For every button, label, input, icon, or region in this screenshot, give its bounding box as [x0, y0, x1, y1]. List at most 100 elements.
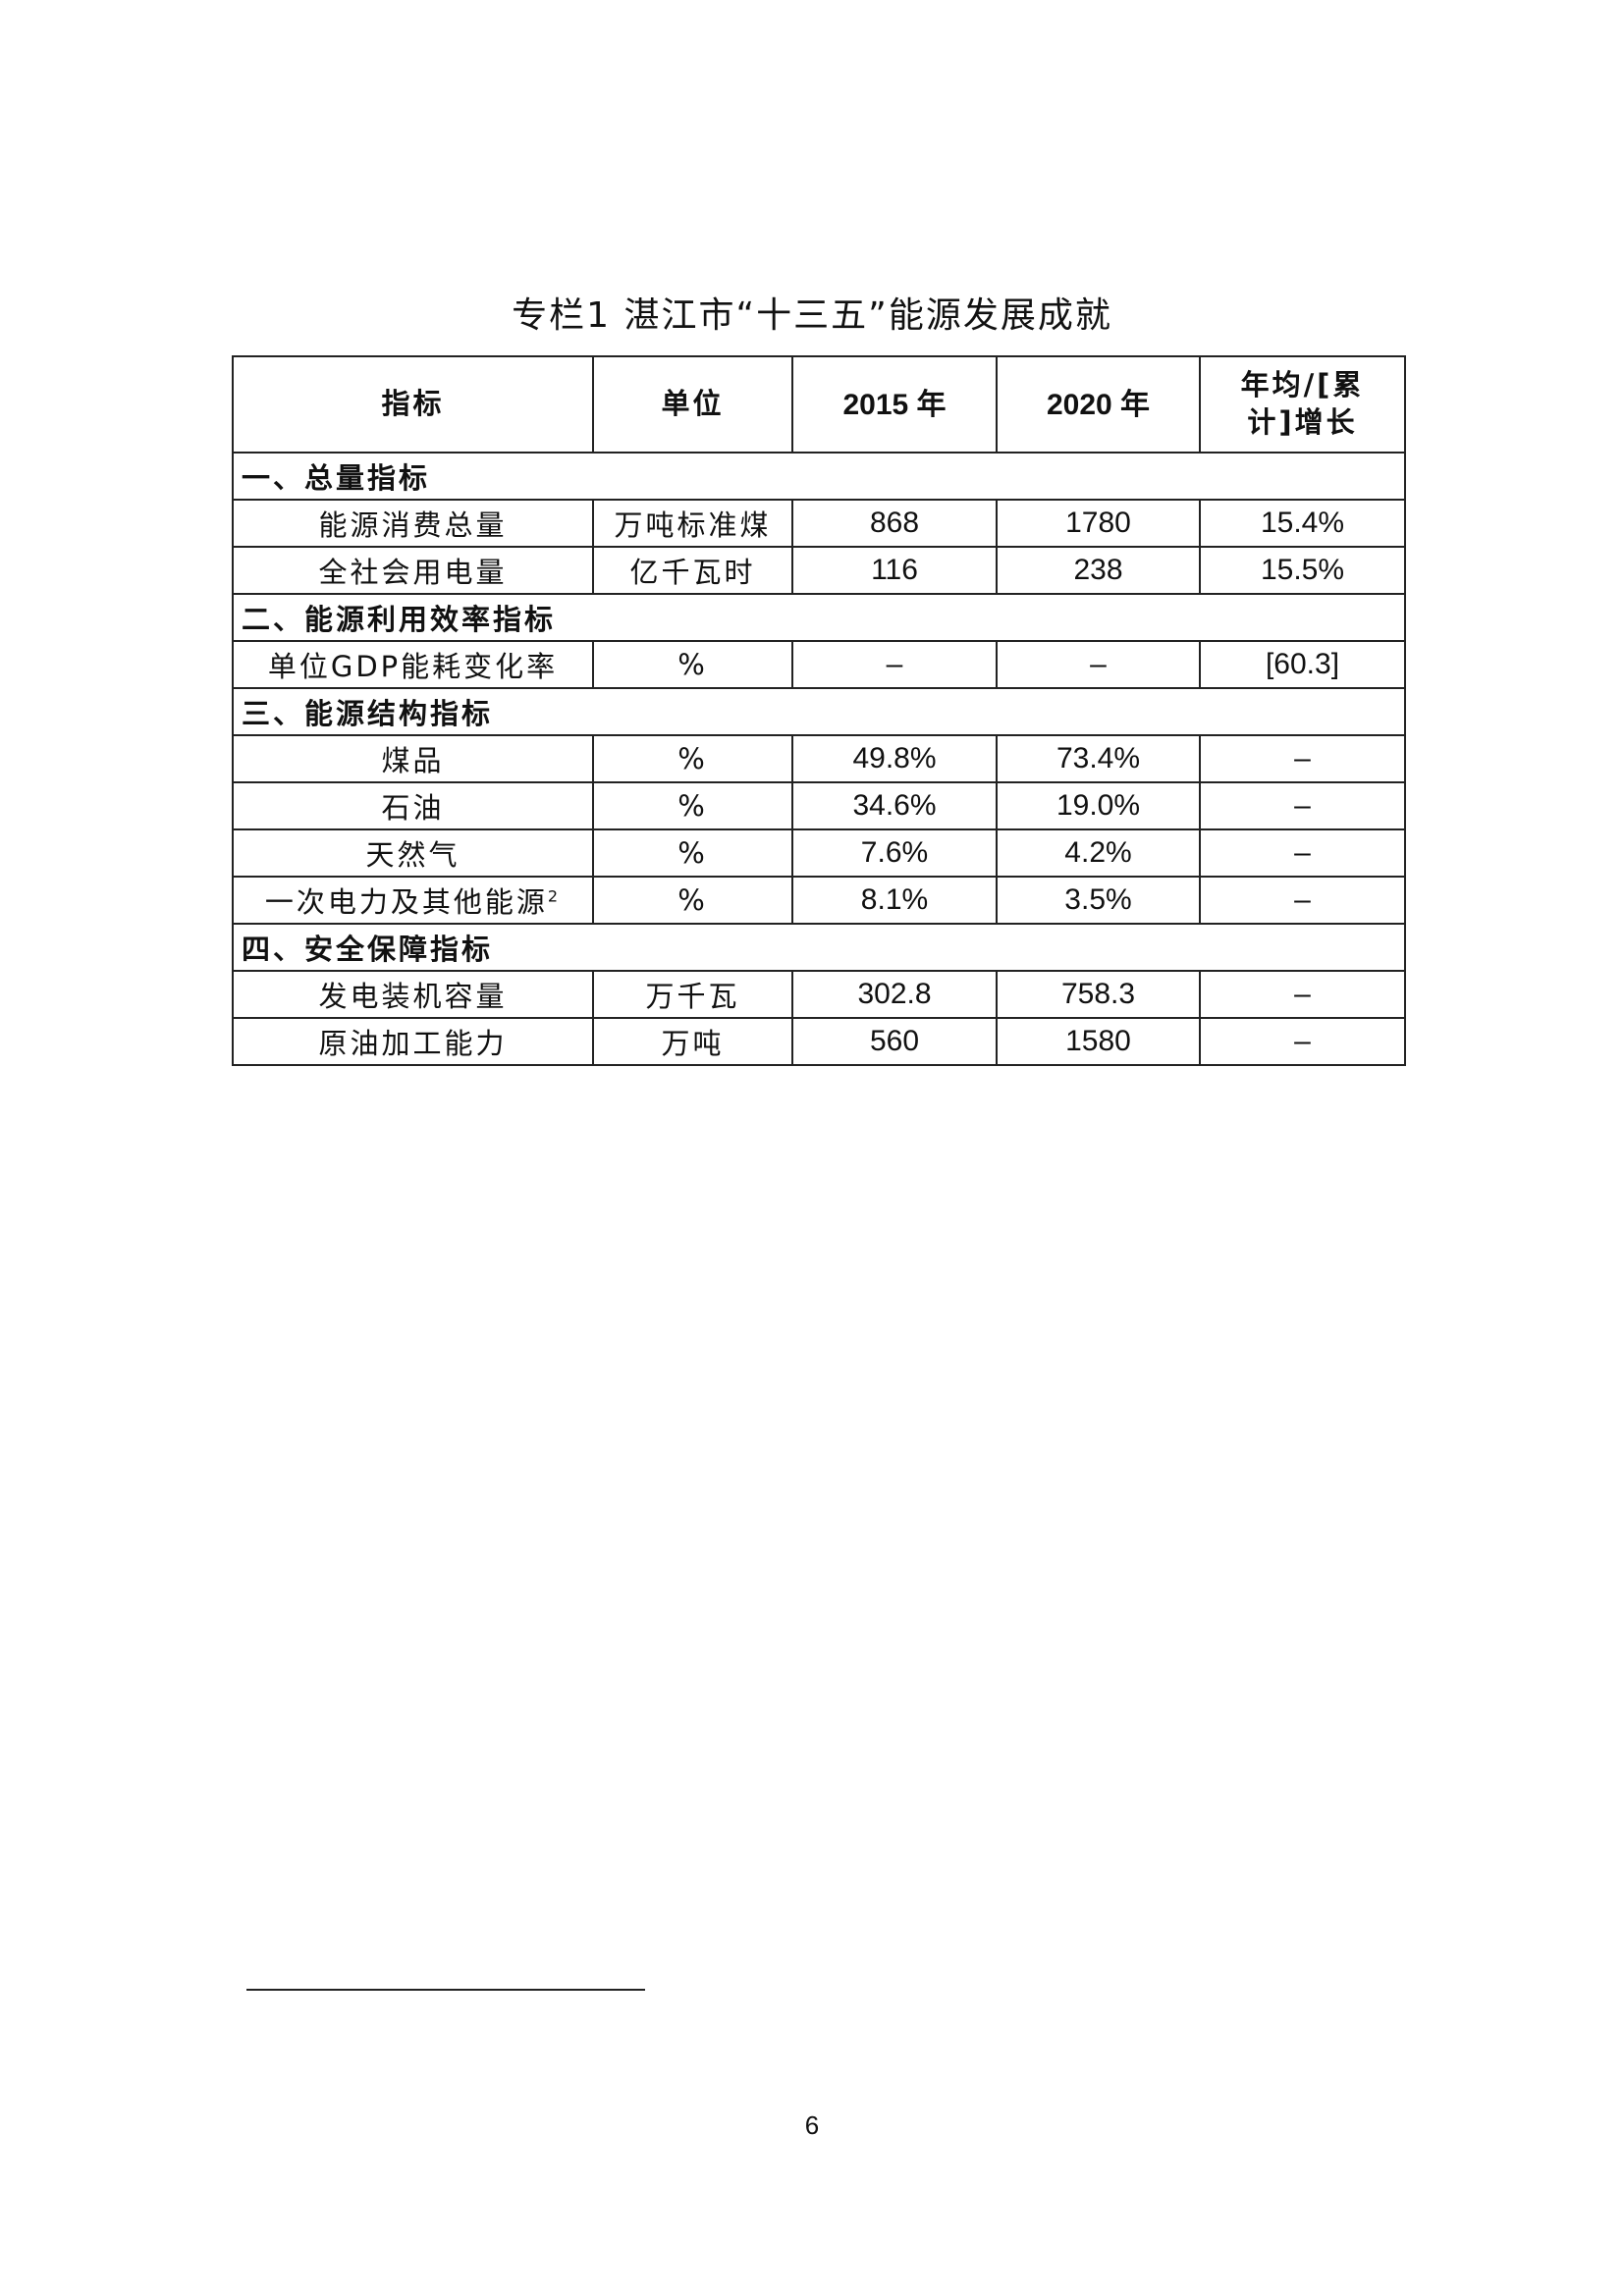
growth-cell: –: [1199, 781, 1406, 830]
value-2020-cell: 73.4%: [996, 734, 1201, 783]
growth-cell-text: 15.4%: [1260, 507, 1345, 539]
indicator-cell: 石油: [232, 781, 594, 830]
value-2015-cell: 116: [791, 546, 998, 595]
indicator-cell-text: 单位GDP能耗变化率: [267, 650, 559, 683]
section-label: 二、能源利用效率指标: [232, 593, 1406, 642]
value-2015-cell-text: 34.6%: [852, 789, 937, 822]
value-2020-cell: 758.3: [996, 970, 1201, 1019]
unit-cell-text: 万千瓦: [645, 980, 740, 1013]
section-row: 四、安全保障指标: [232, 923, 1406, 972]
header-2015: 2015 年: [791, 355, 998, 454]
growth-cell: –: [1199, 734, 1406, 783]
value-2020-cell: –: [996, 640, 1201, 689]
unit-cell: %: [592, 876, 793, 925]
unit-cell-text: %: [677, 789, 708, 823]
value-2020-cell-text: 3.5%: [1064, 883, 1132, 916]
value-2020-cell: 1580: [996, 1017, 1201, 1066]
indicator-cell: 原油加工能力: [232, 1017, 594, 1066]
section-label: 四、安全保障指标: [232, 923, 1406, 972]
section-label: 一、总量指标: [232, 452, 1406, 501]
value-2020-cell: 4.2%: [996, 828, 1201, 878]
unit-cell-text: %: [677, 742, 708, 775]
section-row: 二、能源利用效率指标: [232, 593, 1406, 642]
unit-cell-text: 亿千瓦时: [629, 556, 756, 589]
indicator-cell: 天然气: [232, 828, 594, 878]
growth-cell-text: [60.3]: [1265, 648, 1340, 680]
value-2015-cell-text: 560: [869, 1025, 920, 1057]
header-unit: 单位: [592, 355, 793, 454]
value-2015-cell: 49.8%: [791, 734, 998, 783]
table-row: 天然气% 7.6% 4.2% –: [232, 828, 1406, 878]
indicator-cell: 发电装机容量: [232, 970, 594, 1019]
indicator-cell-text: 石油: [381, 791, 445, 825]
value-2015-cell: 8.1%: [791, 876, 998, 925]
value-2015-cell: 7.6%: [791, 828, 998, 878]
growth-cell-text: –: [1294, 1025, 1311, 1057]
indicator-cell-text: 原油加工能力: [318, 1027, 508, 1060]
unit-cell: 亿千瓦时: [592, 546, 793, 595]
indicator-cell-text: 煤品: [381, 744, 445, 777]
value-2020-cell: 19.0%: [996, 781, 1201, 830]
indicator-cell: 全社会用电量: [232, 546, 594, 595]
value-2015-cell: 302.8: [791, 970, 998, 1019]
unit-cell: %: [592, 828, 793, 878]
unit-cell: 万吨标准煤: [592, 499, 793, 548]
indicator-cell-text: 发电装机容量: [318, 980, 508, 1013]
unit-cell-text: %: [677, 648, 708, 681]
value-2015-cell-text: –: [886, 648, 903, 680]
value-2020-cell-text: 19.0%: [1056, 789, 1141, 822]
unit-cell-text: %: [677, 883, 708, 917]
energy-achievements-table: 指标 单位 2015 年 2020 年 年均/[累计]增长 一、总量指标 能源消费…: [232, 355, 1406, 1066]
growth-cell: [60.3]: [1199, 640, 1406, 689]
table-row: 发电装机容量 万千瓦 302.8 758.3 –: [232, 970, 1406, 1019]
indicator-cell: 能源消费总量: [232, 499, 594, 548]
section-row: 一、总量指标: [232, 452, 1406, 501]
indicator-cell-text: 一次电力及其他能源: [264, 885, 548, 919]
growth-cell-text: –: [1294, 836, 1311, 869]
section-label: 三、能源结构指标: [232, 687, 1406, 736]
footnote-marker: 2: [547, 886, 562, 906]
indicator-cell: 一次电力及其他能源2: [232, 876, 594, 925]
value-2020-cell: 238: [996, 546, 1201, 595]
value-2020-cell-text: –: [1090, 648, 1107, 680]
growth-cell: –: [1199, 876, 1406, 925]
unit-cell: %: [592, 734, 793, 783]
header-indicator: 指标: [232, 355, 594, 454]
indicator-cell-text: 能源消费总量: [318, 508, 508, 542]
indicator-cell-text: 天然气: [365, 838, 460, 872]
value-2015-cell-text: 7.6%: [860, 836, 929, 869]
table-row: 原油加工能力 万吨 560 1580 –: [232, 1017, 1406, 1066]
value-2020-cell-text: 1580: [1065, 1025, 1131, 1057]
value-2015-cell: 560: [791, 1017, 998, 1066]
value-2015-cell-text: 49.8%: [852, 742, 937, 774]
unit-cell-text: %: [677, 836, 708, 870]
value-2015-cell: –: [791, 640, 998, 689]
table-row: 煤品% 49.8% 73.4% –: [232, 734, 1406, 783]
growth-cell: –: [1199, 970, 1406, 1019]
value-2020-cell-text: 1780: [1065, 507, 1131, 539]
value-2015-cell: 868: [791, 499, 998, 548]
growth-cell: 15.5%: [1199, 546, 1406, 595]
indicator-cell: 煤品: [232, 734, 594, 783]
growth-cell: 15.4%: [1199, 499, 1406, 548]
value-2020-cell-text: 4.2%: [1064, 836, 1132, 869]
page-number: 6: [804, 2110, 820, 2140]
table-row: 全社会用电量 亿千瓦时 116 238 15.5%: [232, 546, 1406, 595]
table-title: 专栏1 湛江市“十三五”能源发展成就: [512, 295, 1112, 336]
growth-cell: –: [1199, 1017, 1406, 1066]
value-2020-cell-text: 758.3: [1060, 978, 1136, 1010]
unit-cell-text: 万吨标准煤: [614, 508, 772, 542]
value-2020-cell: 1780: [996, 499, 1201, 548]
section-row: 三、能源结构指标: [232, 687, 1406, 736]
unit-cell: %: [592, 781, 793, 830]
growth-cell-text: –: [1294, 883, 1311, 916]
indicator-cell-text: 全社会用电量: [318, 556, 508, 589]
growth-cell-text: –: [1294, 742, 1311, 774]
table-row: 能源消费总量 万吨标准煤 868 1780 15.4%: [232, 499, 1406, 548]
table-row: 石油% 34.6% 19.0% –: [232, 781, 1406, 830]
header-2020: 2020 年: [996, 355, 1201, 454]
header-row: 指标 单位 2015 年 2020 年 年均/[累计]增长: [232, 355, 1406, 454]
table-row: 一次电力及其他能源2% 8.1% 3.5% –: [232, 876, 1406, 925]
indicator-cell: 单位GDP能耗变化率: [232, 640, 594, 689]
value-2020-cell-text: 238: [1073, 554, 1123, 586]
